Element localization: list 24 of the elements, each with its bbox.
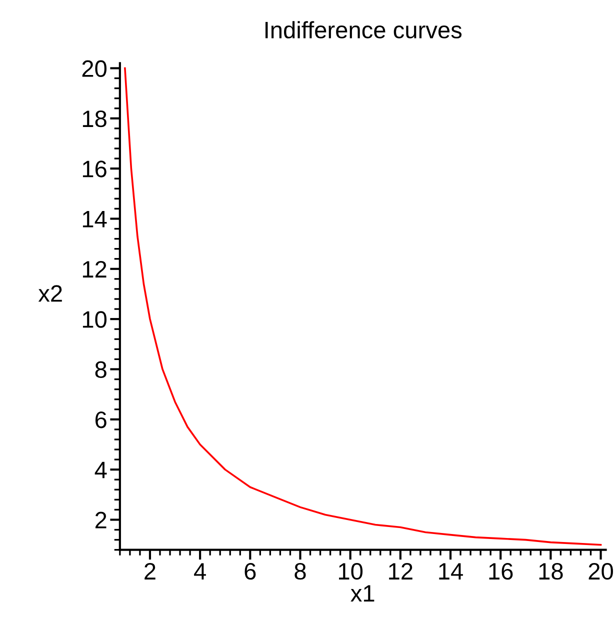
x-tick-label: 20: [588, 562, 613, 580]
line-series: [124, 67, 602, 546]
y-axis-title: x2: [38, 285, 62, 302]
x-tick-label: 10: [339, 562, 363, 580]
x-tick-label: 8: [294, 562, 306, 580]
x-tick-label: 18: [539, 562, 563, 580]
y-tick-label: 16: [82, 160, 106, 178]
y-tick-label: 12: [82, 260, 106, 278]
x-tick-label: 16: [489, 562, 513, 580]
y-tick-label: 10: [82, 311, 107, 328]
chart-title: Indifference curves: [266, 21, 462, 38]
y-tick-label: 20: [82, 60, 107, 78]
x-tick-label: 6: [244, 562, 256, 580]
y-tick-label: 8: [95, 361, 106, 378]
x-tick-label: 2: [144, 562, 156, 580]
y-tick-label: 14: [82, 211, 107, 228]
y-tick-label: 18: [82, 110, 106, 128]
y-tick-label: 2: [95, 512, 106, 528]
x-tick-label: 12: [389, 562, 412, 580]
y-tick-label: 4: [94, 462, 107, 478]
x-tick-label: 14: [439, 563, 463, 580]
x-tick-label: 4: [194, 563, 206, 580]
x-axis-title: x1: [350, 585, 374, 602]
y-tick-label: 6: [95, 411, 106, 428]
